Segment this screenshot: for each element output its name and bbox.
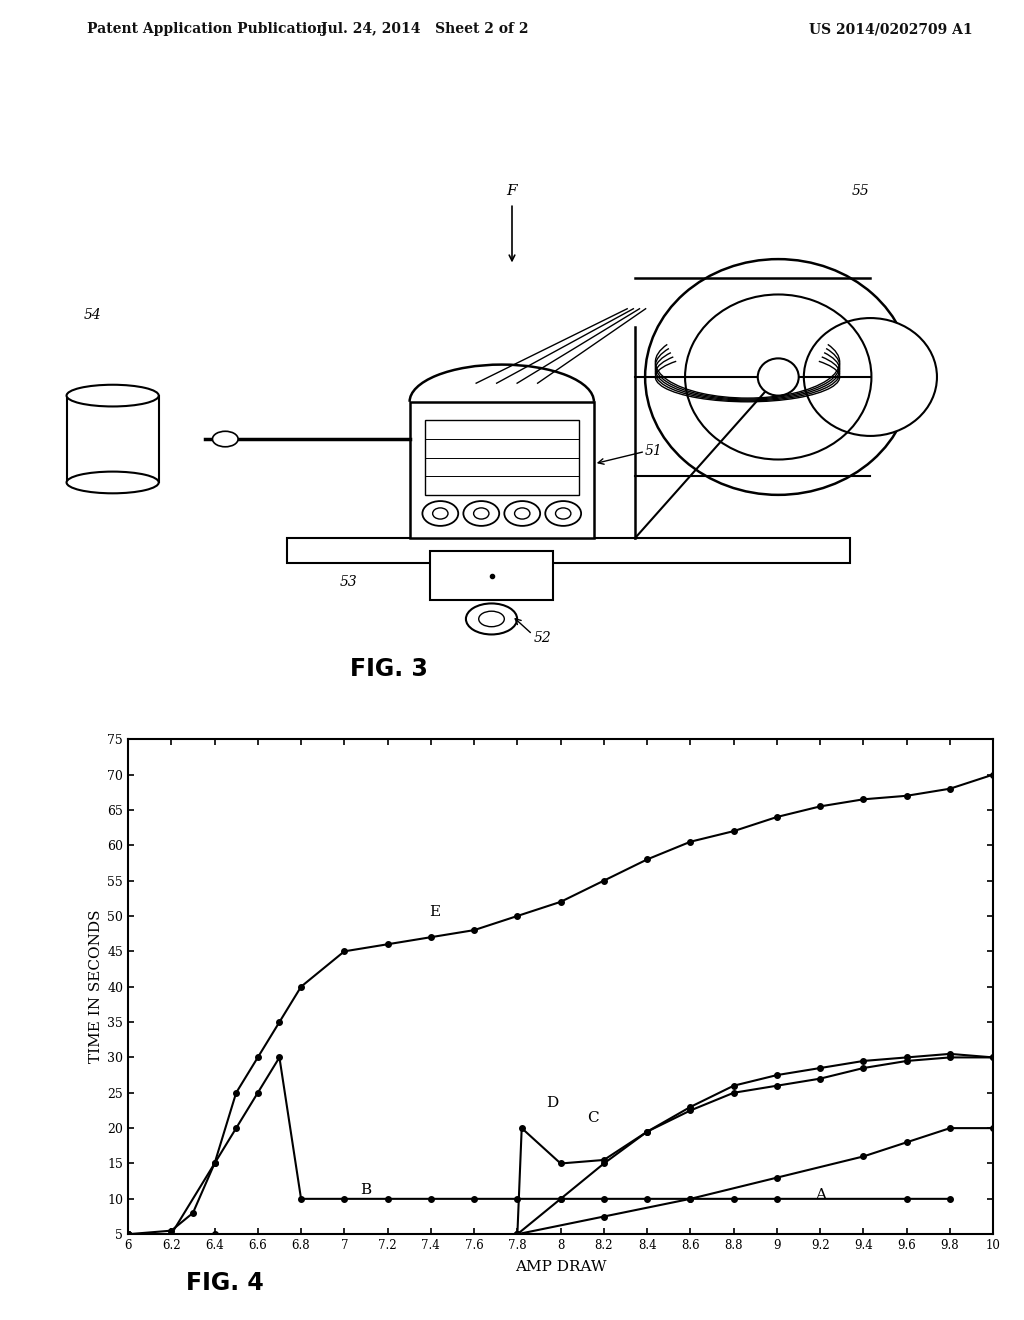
Ellipse shape <box>67 471 159 494</box>
Ellipse shape <box>422 502 459 525</box>
Bar <box>430 550 553 601</box>
Text: D: D <box>546 1097 558 1110</box>
Ellipse shape <box>758 358 799 396</box>
Ellipse shape <box>515 508 530 519</box>
Ellipse shape <box>473 508 489 519</box>
Text: B: B <box>360 1183 372 1197</box>
Ellipse shape <box>432 508 449 519</box>
Ellipse shape <box>478 611 504 627</box>
Ellipse shape <box>804 318 937 436</box>
Text: F: F <box>507 183 517 198</box>
Text: FIG. 4: FIG. 4 <box>186 1271 264 1295</box>
Bar <box>67 396 159 483</box>
Ellipse shape <box>466 603 517 635</box>
Text: Patent Application Publication: Patent Application Publication <box>87 22 327 36</box>
Text: FIG. 3: FIG. 3 <box>350 656 428 681</box>
Ellipse shape <box>463 502 500 525</box>
Text: A: A <box>815 1188 825 1203</box>
Ellipse shape <box>645 259 911 495</box>
Text: 53: 53 <box>339 574 357 589</box>
Bar <box>425 420 579 495</box>
X-axis label: AMP DRAW: AMP DRAW <box>515 1261 606 1274</box>
Ellipse shape <box>213 432 238 446</box>
Ellipse shape <box>546 502 582 525</box>
Text: 52: 52 <box>534 631 552 644</box>
Text: US 2014/0202709 A1: US 2014/0202709 A1 <box>809 22 973 36</box>
Ellipse shape <box>67 384 159 407</box>
Text: 51: 51 <box>645 445 663 458</box>
Text: 54: 54 <box>83 308 101 322</box>
Bar <box>410 401 594 539</box>
Text: Jul. 24, 2014   Sheet 2 of 2: Jul. 24, 2014 Sheet 2 of 2 <box>322 22 528 36</box>
Text: 55: 55 <box>851 183 869 198</box>
Text: C: C <box>588 1110 599 1125</box>
Text: E: E <box>430 906 440 920</box>
Bar <box>287 539 850 564</box>
Ellipse shape <box>504 502 541 525</box>
Y-axis label: TIME IN SECONDS: TIME IN SECONDS <box>89 909 103 1064</box>
Ellipse shape <box>556 508 571 519</box>
